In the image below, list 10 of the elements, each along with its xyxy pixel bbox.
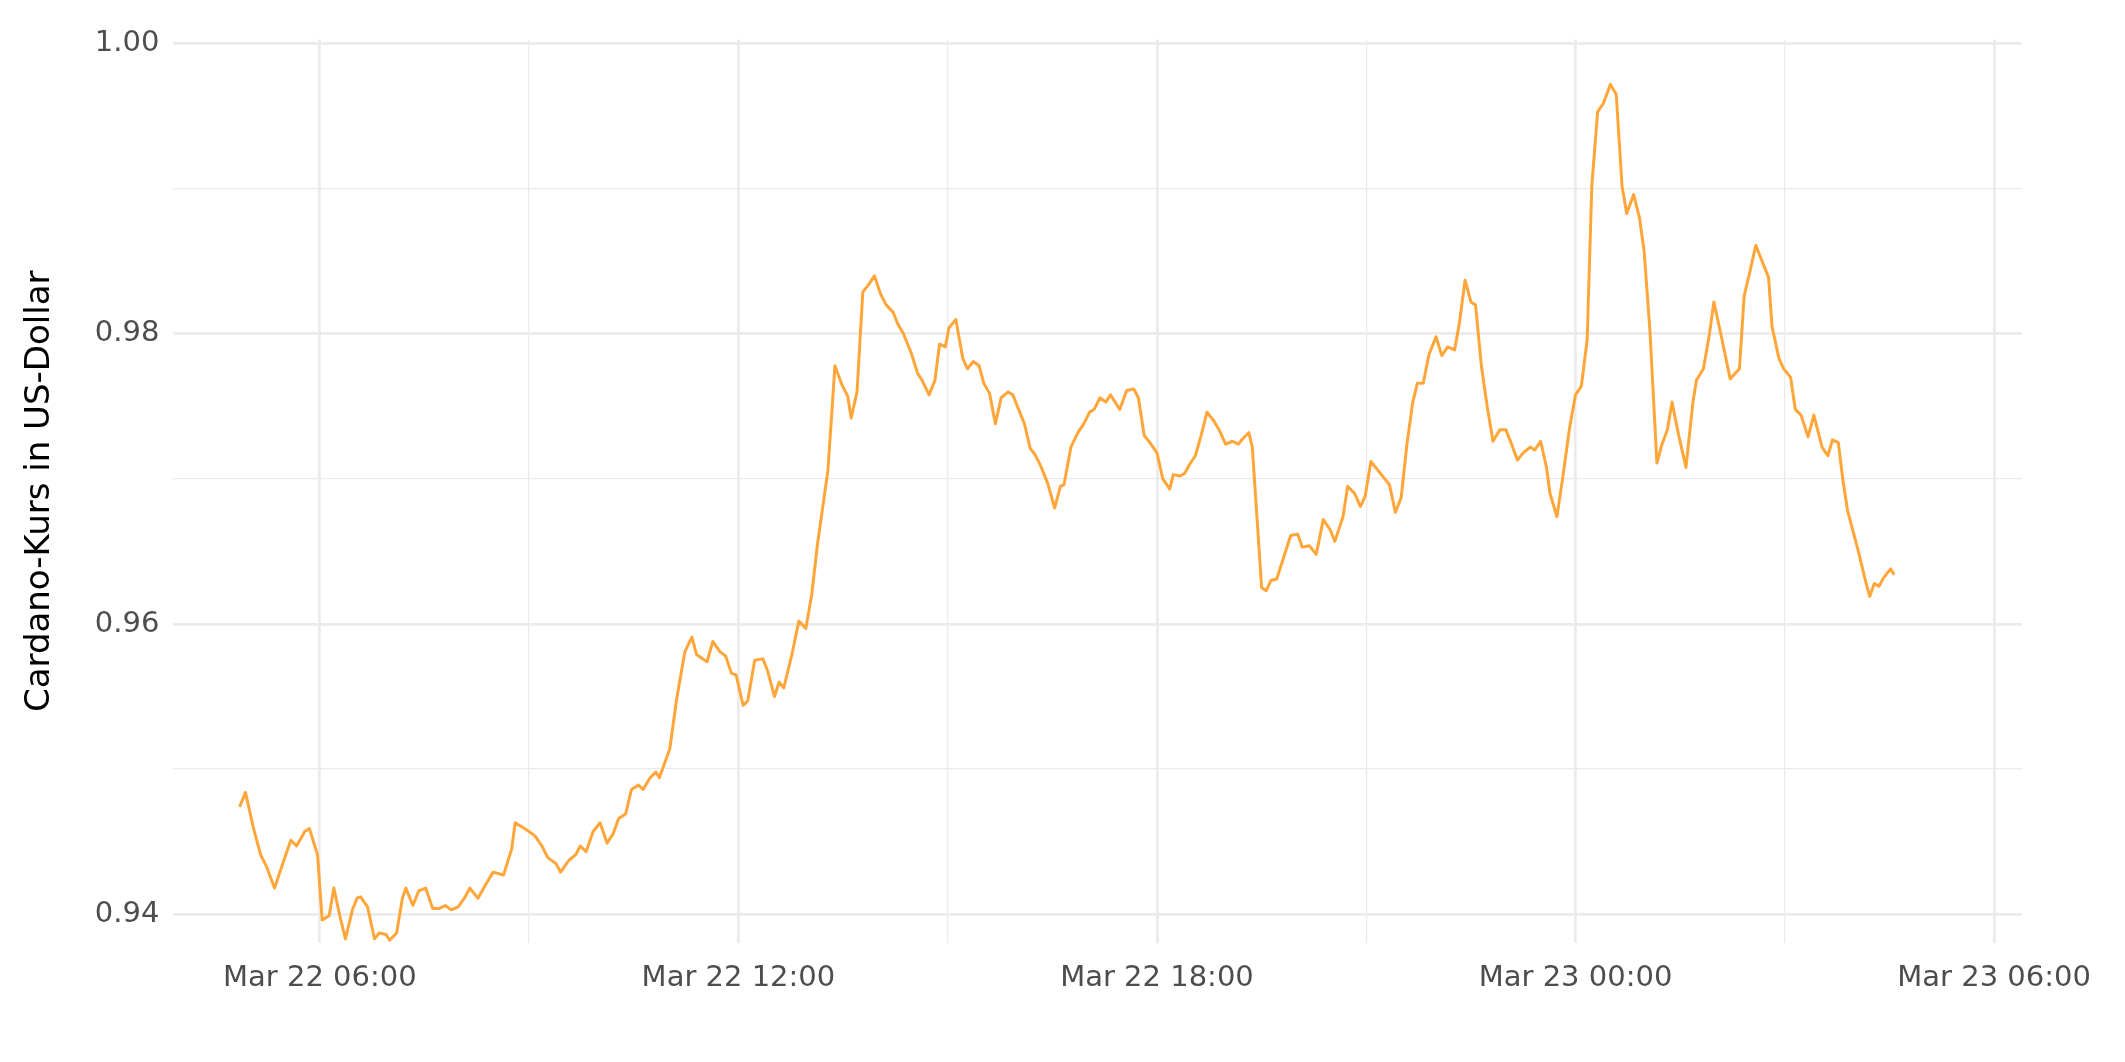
x-tick-label: Mar 23 06:00	[1897, 959, 2091, 994]
x-tick-label: Mar 22 12:00	[641, 959, 836, 994]
y-axis-title: Cardano-Kurs in US-Dollar	[17, 270, 58, 713]
y-tick-label: 0.96	[94, 604, 160, 639]
y-tick-label: 1.00	[94, 24, 160, 59]
x-tick-label: Mar 23 00:00	[1478, 959, 1673, 994]
y-tick-label: 0.98	[94, 314, 160, 349]
y-tick-label: 0.94	[94, 894, 160, 929]
x-tick-label: Mar 22 18:00	[1060, 959, 1254, 994]
x-tick-label: Mar 22 06:00	[223, 959, 417, 994]
